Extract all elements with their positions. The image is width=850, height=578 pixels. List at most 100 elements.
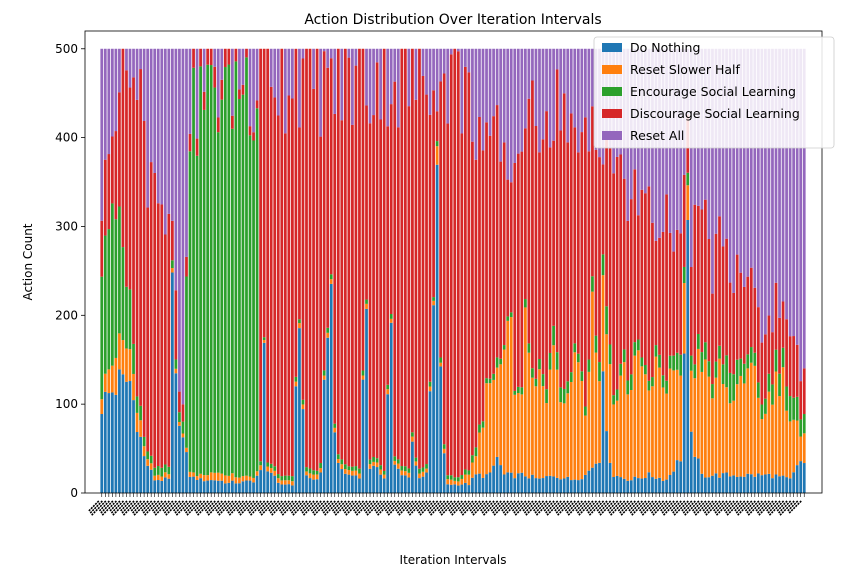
bar-segment-encourage-social-learning: [679, 355, 682, 376]
bar-segment-reset-all: [107, 49, 110, 154]
bar-segment-reset-all: [249, 49, 252, 126]
x-tick-label-scribble: [536, 501, 550, 515]
bar-segment-discourage-social-learning: [115, 131, 118, 219]
bar-segment-discourage-social-learning: [764, 334, 767, 398]
bar-segment-do-nothing: [443, 453, 446, 493]
bar-segment-discourage-social-learning: [771, 332, 774, 384]
bar-segment-encourage-social-learning: [669, 356, 672, 369]
bar-segment-discourage-social-learning: [143, 121, 146, 437]
bar-segment-do-nothing: [535, 478, 538, 493]
bar-segment-encourage-social-learning: [513, 391, 516, 395]
bar-segment-reset-slower-half: [468, 475, 471, 485]
bar-segment-discourage-social-learning: [369, 123, 372, 459]
bar-segment-do-nothing: [785, 477, 788, 493]
bar-segment-do-nothing: [640, 479, 643, 493]
bar-segment-reset-slower-half: [475, 456, 478, 474]
bar-segment-discourage-social-learning: [157, 203, 160, 466]
bar-segment-do-nothing: [485, 474, 488, 493]
x-tick-label-scribble: [293, 501, 307, 515]
bar-segment-reset-all: [164, 49, 167, 235]
bar-segment-do-nothing: [460, 485, 463, 493]
bar-segment-encourage-social-learning: [464, 469, 467, 474]
bar-segment-reset-slower-half: [143, 446, 146, 456]
bar-segment-reset-slower-half: [175, 369, 178, 373]
bar-segment-reset-slower-half: [743, 383, 746, 476]
bar-segment-reset-slower-half: [351, 471, 354, 476]
bar-segment-reset-slower-half: [616, 401, 619, 476]
bar-segment-discourage-social-learning: [411, 49, 414, 433]
bar-segment-do-nothing: [319, 472, 322, 493]
bar-segment-discourage-social-learning: [584, 117, 587, 406]
bar-segment-encourage-social-learning: [153, 468, 156, 476]
bar-segment-discourage-social-learning: [379, 120, 382, 466]
bar-segment-encourage-social-learning: [510, 312, 513, 317]
bar-segment-encourage-social-learning: [111, 203, 114, 365]
bar-segment-reset-slower-half: [602, 275, 605, 371]
bar-segment-encourage-social-learning: [506, 316, 509, 320]
bar-segment-discourage-social-learning: [291, 99, 294, 477]
bar-segment-discourage-social-learning: [803, 368, 806, 414]
bar-segment-reset-all: [528, 49, 531, 99]
bar-segment-discourage-social-learning: [729, 283, 732, 373]
bar-segment-do-nothing: [676, 460, 679, 493]
bar-segment-discourage-social-learning: [591, 106, 594, 276]
bar-segment-reset-slower-half: [287, 480, 290, 484]
bar-segment-reset-slower-half: [249, 477, 252, 481]
bar-segment-discourage-social-learning: [693, 205, 696, 365]
bar-segment-do-nothing: [722, 473, 725, 493]
bar-segment-encourage-social-learning: [203, 110, 206, 475]
bar-segment-reset-slower-half: [344, 469, 347, 474]
bar-segment-do-nothing: [577, 480, 580, 493]
bar-segment-discourage-social-learning: [312, 89, 315, 470]
bar-segment-reset-slower-half: [340, 464, 343, 469]
bar-segment-reset-slower-half: [750, 363, 753, 475]
bar-segment-encourage-social-learning: [683, 267, 686, 283]
bar-segment-reset-slower-half: [796, 421, 799, 466]
bar-segment-encourage-social-learning: [175, 360, 178, 369]
bar-segment-discourage-social-learning: [736, 255, 739, 360]
bar-segment-reset-slower-half: [333, 428, 336, 432]
bar-segment-do-nothing: [323, 380, 326, 493]
bar-segment-reset-slower-half: [231, 473, 234, 480]
bar-segment-reset-slower-half: [648, 390, 651, 472]
bar-segment-encourage-social-learning: [326, 328, 329, 333]
bar-segment-encourage-social-learning: [764, 399, 767, 414]
bar-segment-do-nothing: [658, 478, 661, 493]
bar-segment-reset-all: [563, 49, 566, 94]
x-tick-label-scribble: [579, 501, 593, 515]
bar-segment-encourage-social-learning: [143, 437, 146, 446]
bar-segment-do-nothing: [605, 431, 608, 493]
bar-segment-do-nothing: [210, 480, 213, 493]
bar-segment-do-nothing: [425, 473, 428, 493]
bar-segment-discourage-social-learning: [203, 92, 206, 110]
bar-segment-do-nothing: [171, 273, 174, 493]
x-tick-label-scribble: [388, 501, 402, 515]
bar-segment-encourage-social-learning: [107, 229, 110, 369]
bar-segment-do-nothing: [196, 480, 199, 493]
bar-segment-reset-all: [167, 49, 170, 214]
bar-segment-encourage-social-learning: [796, 397, 799, 421]
bar-segment-do-nothing: [164, 477, 167, 493]
bar-segment-do-nothing: [429, 391, 432, 493]
bar-segment-discourage-social-learning: [478, 117, 481, 425]
bar-segment-do-nothing: [510, 473, 513, 493]
bar-segment-encourage-social-learning: [623, 349, 626, 362]
bar-segment-reset-all: [203, 49, 206, 92]
bar-segment-discourage-social-learning: [450, 54, 453, 475]
bar-segment-reset-slower-half: [672, 370, 675, 471]
bar-segment-do-nothing: [655, 479, 658, 493]
bar-segment-do-nothing: [513, 478, 516, 493]
bar-segment-reset-all: [365, 49, 368, 106]
bar-segment-discourage-social-learning: [796, 345, 799, 397]
bar-segment-reset-all: [580, 49, 583, 132]
bar-segment-encourage-social-learning: [792, 398, 795, 420]
bar-segment-encourage-social-learning: [746, 354, 749, 368]
bar-segment-reset-slower-half: [732, 401, 735, 476]
bar-segment-reset-slower-half: [443, 449, 446, 453]
bar-segment-do-nothing: [330, 284, 333, 493]
bar-segment-reset-slower-half: [107, 369, 110, 393]
bar-segment-reset-slower-half: [220, 474, 223, 481]
bar-segment-discourage-social-learning: [443, 73, 446, 444]
bar-segment-encourage-social-learning: [693, 364, 696, 378]
bar-segment-discourage-social-learning: [235, 49, 238, 62]
